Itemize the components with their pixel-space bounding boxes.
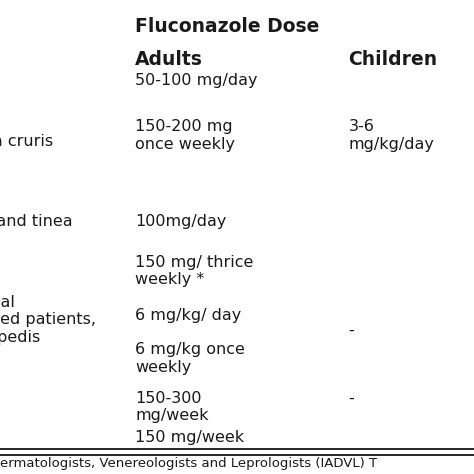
Text: 6 mg/kg/ day: 6 mg/kg/ day (135, 308, 241, 323)
Text: -: - (348, 322, 354, 337)
Text: Children: Children (348, 50, 438, 69)
Text: 150-200 mg
once weekly: 150-200 mg once weekly (135, 119, 235, 152)
Text: ermatologists, Venereologists and Leprologists (IADVL) T: ermatologists, Venereologists and Leprol… (0, 457, 377, 470)
Text: Fluconazole Dose: Fluconazole Dose (135, 17, 319, 36)
Text: tinea cruris: tinea cruris (0, 134, 53, 149)
Text: 50-100 mg/day: 50-100 mg/day (135, 73, 257, 89)
Text: -: - (348, 391, 354, 406)
Text: topical
omised patients,
nea pedis: topical omised patients, nea pedis (0, 295, 96, 345)
Text: 150-300
mg/week: 150-300 mg/week (135, 391, 209, 423)
Text: Adults: Adults (135, 50, 203, 69)
Text: 6 mg/kg once
weekly: 6 mg/kg once weekly (135, 342, 245, 374)
Text: 3-6
mg/kg/day: 3-6 mg/kg/day (348, 119, 434, 152)
Text: oris and tinea: oris and tinea (0, 214, 73, 229)
Text: 150 mg/week: 150 mg/week (135, 430, 244, 446)
Text: 150 mg/ thrice
weekly *: 150 mg/ thrice weekly * (135, 255, 254, 287)
Text: 100mg/day: 100mg/day (135, 214, 227, 229)
